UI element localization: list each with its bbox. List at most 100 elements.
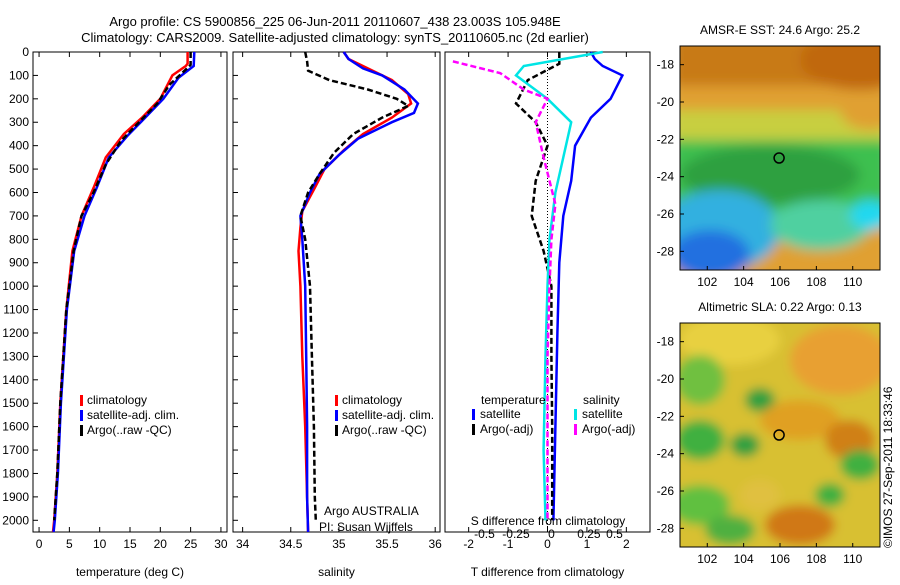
sla-map-ytick-label: -18 xyxy=(657,335,675,349)
sla-map-argo-marker xyxy=(773,429,785,441)
difference-xtick-label: -2 xyxy=(463,537,474,551)
difference-legend-title-temperature: temperature xyxy=(481,393,546,407)
depth-tick-label: 1200 xyxy=(2,326,29,340)
depth-tick-label: 1100 xyxy=(3,303,29,317)
difference-xtick-label: 2 xyxy=(623,537,630,551)
sla-map-xtick-label: 108 xyxy=(806,552,826,566)
depth-tick-label: 1700 xyxy=(2,443,29,457)
salinity-xtick-label: 35 xyxy=(332,537,346,551)
salinity-legend-label: Argo(..raw -QC) xyxy=(342,423,427,437)
sst-map-argo-marker xyxy=(773,152,785,164)
sla-map-xtick-label: 104 xyxy=(734,552,754,566)
sst-map-title: AMSR-E SST: 24.6 Argo: 25.2 xyxy=(700,23,860,37)
difference-xlabel: T difference from climatology xyxy=(471,565,625,579)
difference-legend-label: Argo(-adj) xyxy=(480,422,533,436)
temperature-legend-label: Argo(..raw -QC) xyxy=(87,423,172,437)
difference-series-line xyxy=(514,50,603,521)
depth-tick-label: 0 xyxy=(22,45,29,59)
depth-tick-label: 1800 xyxy=(2,466,29,480)
temperature-axes-box xyxy=(32,51,228,533)
sla-map-ytick-label: -28 xyxy=(657,521,675,535)
temperature-xtick-label: 30 xyxy=(214,537,228,551)
salinity-xtick-label: 34.5 xyxy=(279,537,303,551)
salinity-annotation-line2: PI: Susan Wijffels xyxy=(319,520,413,534)
sla-map-ytick-label: -20 xyxy=(657,372,675,386)
difference-legend-label: satellite xyxy=(582,407,623,421)
difference-legend-swatch xyxy=(472,409,475,420)
diff-top-xtick-label: 0.25 xyxy=(577,527,601,541)
difference-series-line xyxy=(552,51,625,521)
depth-tick-label: 100 xyxy=(9,68,29,82)
depth-tick-label: 600 xyxy=(9,185,29,199)
difference-xtick-label: 0 xyxy=(544,537,551,551)
sla-map-ytick-label: -24 xyxy=(657,447,675,461)
temperature-legend-label: satellite-adj. clim. xyxy=(87,408,179,422)
temperature-xtick-label: 20 xyxy=(154,537,168,551)
depth-tick-label: 400 xyxy=(9,139,29,153)
difference-legend-label: satellite xyxy=(480,407,521,421)
depth-tick-label: 2000 xyxy=(2,513,29,527)
salinity-legend-label: satellite-adj. clim. xyxy=(342,408,434,422)
difference-xtick-label: -1 xyxy=(503,537,514,551)
temperature-series-line xyxy=(51,52,189,533)
sla-map-ytick-label: -22 xyxy=(657,409,675,423)
depth-tick-label: 1000 xyxy=(2,279,29,293)
salinity-series-line xyxy=(299,51,411,521)
salinity-legend-swatch xyxy=(335,395,338,406)
salinity-legend-swatch xyxy=(335,410,338,421)
depth-tick-label: 800 xyxy=(9,232,29,246)
depth-tick-label: 500 xyxy=(9,162,29,176)
sst-map-image xyxy=(680,46,880,270)
figure-title-line1: Argo profile: CS 5900856_225 06-Jun-2011… xyxy=(109,14,561,29)
temperature-xlabel: temperature (deg C) xyxy=(76,565,184,579)
difference-series-line xyxy=(514,52,561,521)
diff-top-xtick-label: -0.25 xyxy=(502,527,530,541)
figure-title-line2: Climatology: CARS2009. Satellite-adjuste… xyxy=(81,30,589,45)
temperature-legend-label: climatology xyxy=(87,393,147,407)
diff-top-xtick-label: 0 xyxy=(548,527,555,541)
sla-map-ytick-label: -26 xyxy=(657,484,675,498)
depth-tick-label: 300 xyxy=(9,115,29,129)
depth-tick-label: 700 xyxy=(9,209,29,223)
salinity-legend-label: climatology xyxy=(342,393,402,407)
diff-top-xtick-label: 0.5 xyxy=(606,527,623,541)
temperature-xtick-label: 0 xyxy=(36,537,43,551)
sst-map-xtick-label: 106 xyxy=(770,275,790,289)
depth-tick-label: 1600 xyxy=(2,420,29,434)
diff-top-xtick-label: -0.5 xyxy=(474,527,495,541)
depth-tick-label: 1500 xyxy=(2,396,29,410)
depth-tick-label: 200 xyxy=(9,92,29,106)
salinity-xtick-label: 35.5 xyxy=(375,537,399,551)
difference-legend-swatch xyxy=(472,424,475,435)
salinity-annotation-line1: Argo AUSTRALIA xyxy=(324,504,419,518)
salinity-legend-swatch xyxy=(335,425,338,436)
temperature-xtick-label: 25 xyxy=(184,537,198,551)
sst-map-ytick-label: -20 xyxy=(657,95,675,109)
sla-map-title: Altimetric SLA: 0.22 Argo: 0.13 xyxy=(698,300,862,314)
temperature-series-line xyxy=(52,52,192,521)
sla-map-xtick-label: 102 xyxy=(697,552,717,566)
depth-tick-label: 1400 xyxy=(2,373,29,387)
salinity-xtick-label: 36 xyxy=(429,537,443,551)
depth-tick-label: 1300 xyxy=(2,349,29,363)
sst-map-ytick-label: -24 xyxy=(657,170,675,184)
difference-series-line xyxy=(452,60,557,521)
salinity-xlabel: salinity xyxy=(318,565,355,579)
temperature-legend-swatch xyxy=(80,410,83,421)
difference-legend-swatch xyxy=(574,424,577,435)
depth-tick-label: 1900 xyxy=(2,490,29,504)
sst-map-xtick-label: 102 xyxy=(697,275,717,289)
difference-xtick-label: 1 xyxy=(584,537,591,551)
difference-legend-swatch xyxy=(574,409,577,420)
temperature-xtick-label: 15 xyxy=(123,537,137,551)
sst-map-xtick-label: 104 xyxy=(734,275,754,289)
temperature-legend-swatch xyxy=(80,395,83,406)
temperature-xtick-label: 5 xyxy=(66,537,73,551)
sst-map-xtick-label: 108 xyxy=(806,275,826,289)
temperature-legend-swatch xyxy=(80,425,83,436)
temperature-xtick-label: 10 xyxy=(93,537,107,551)
sst-map-ytick-label: -18 xyxy=(657,58,675,72)
